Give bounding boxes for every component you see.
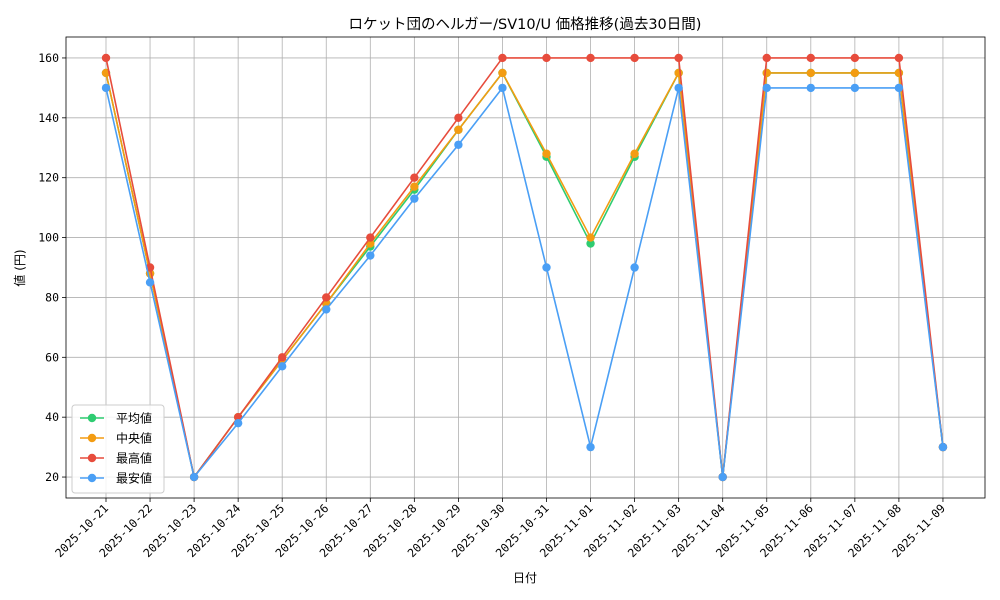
data-point — [586, 233, 595, 242]
y-tick-label: 100 — [38, 231, 59, 245]
series-lines — [101, 53, 948, 482]
data-point — [762, 53, 771, 63]
data-point — [630, 263, 639, 272]
data-point — [674, 53, 683, 63]
series-line — [105, 57, 944, 478]
y-tick-label: 40 — [45, 410, 59, 424]
series-line — [105, 87, 944, 478]
legend-label: 中央値 — [116, 431, 152, 446]
grid — [66, 37, 985, 498]
data-point — [366, 233, 375, 242]
series-2 — [101, 53, 948, 482]
data-point — [410, 173, 419, 182]
series-0 — [101, 68, 948, 482]
data-point — [233, 418, 243, 428]
legend-label: 平均値 — [116, 411, 152, 426]
data-point — [894, 53, 904, 63]
y-tick-label: 80 — [45, 290, 59, 304]
data-point — [410, 182, 419, 191]
data-point — [189, 472, 199, 482]
data-point — [630, 149, 639, 158]
data-point — [850, 68, 860, 78]
legend-marker — [87, 473, 97, 483]
data-point — [762, 68, 771, 78]
y-tick-label: 60 — [45, 350, 59, 364]
y-tick-label: 120 — [38, 171, 59, 185]
legend-item: 最高値 — [80, 451, 152, 466]
series-3 — [101, 83, 948, 482]
data-point — [454, 140, 463, 149]
x-axis-label: 日付 — [513, 571, 537, 585]
data-point — [542, 263, 551, 272]
data-point — [498, 68, 507, 78]
data-point — [101, 53, 111, 63]
legend-item: 平均値 — [80, 411, 152, 426]
y-tick-label: 20 — [45, 470, 59, 484]
data-point — [410, 194, 419, 203]
plot-frame — [65, 36, 986, 499]
data-point — [278, 353, 287, 362]
data-point — [498, 83, 507, 93]
y-axis-ticks: 20 40 60 80 100 120 140 160 — [38, 51, 66, 484]
legend-label: 最安値 — [116, 471, 152, 486]
data-point — [630, 53, 639, 63]
series-line — [105, 72, 944, 478]
data-point — [454, 113, 463, 123]
legend-marker — [87, 413, 97, 423]
series-1 — [101, 68, 948, 482]
data-point — [718, 472, 727, 482]
legend-box — [71, 404, 165, 494]
series-line — [105, 72, 944, 478]
data-point — [586, 239, 595, 248]
data-point — [322, 305, 331, 314]
data-point — [586, 442, 595, 452]
data-point — [278, 362, 287, 371]
data-point — [674, 83, 683, 93]
data-point — [542, 53, 551, 63]
data-point — [145, 278, 155, 287]
data-point — [322, 293, 331, 302]
data-point — [894, 68, 904, 78]
data-point — [938, 442, 948, 452]
data-point — [674, 68, 683, 78]
x-axis-ticks: 2025-10-212025-10-222025-10-232025-10-24… — [52, 498, 948, 560]
data-point — [894, 83, 904, 93]
data-point — [542, 149, 551, 158]
data-point — [454, 125, 463, 134]
data-point — [498, 53, 507, 63]
y-axis-label: 値 (円) — [12, 249, 27, 286]
legend-marker — [87, 453, 97, 463]
y-tick-label: 160 — [38, 51, 59, 65]
data-point — [586, 53, 595, 63]
legend-item: 中央値 — [80, 431, 152, 446]
y-tick-label: 140 — [38, 111, 59, 125]
data-point — [366, 251, 375, 260]
data-point — [850, 53, 860, 63]
legend-item: 最安値 — [80, 471, 152, 486]
data-point — [101, 83, 111, 93]
data-point — [850, 83, 860, 93]
legend-marker — [87, 433, 97, 443]
data-point — [806, 68, 815, 78]
data-point — [806, 83, 815, 93]
legend-label: 最高値 — [116, 451, 152, 466]
data-point — [806, 53, 815, 63]
chart-title: ロケット団のヘルガー/SV10/U 価格推移(過去30日間) — [349, 16, 702, 33]
data-point — [762, 83, 771, 93]
